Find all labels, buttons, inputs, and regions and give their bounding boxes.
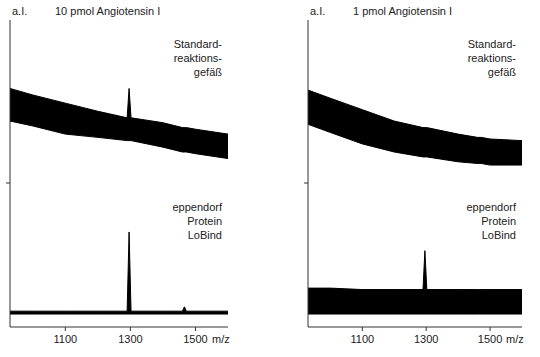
y-axis-label: a.I. [310, 5, 325, 17]
spectrum-panel: 1100 1300 1500 m/z eppendorf Protein LoBind [10, 183, 230, 345]
x-axis-label: m/z [506, 333, 524, 345]
panel-header: 10 pmol Angiotensin I [55, 5, 160, 17]
x-tick [195, 327, 196, 331]
x-tick-label: 1500 [183, 333, 207, 345]
plot-area [308, 251, 522, 314]
y-axis [10, 20, 11, 183]
panel-label: Protein [187, 215, 222, 227]
panel-label: gefäß [488, 66, 516, 78]
axis-separator [304, 183, 308, 184]
panel-label: reaktions- [174, 52, 223, 64]
spectrum-lower [308, 124, 522, 165]
spectrum-lower [10, 121, 228, 158]
spectrum-lower [308, 314, 522, 315]
figure: a.I. 10 pmol Angiotensin I Standard-reakti… [0, 0, 540, 357]
x-tick [490, 327, 491, 331]
panel-label: Protein [481, 215, 516, 227]
x-tick-label: 1500 [478, 333, 502, 345]
x-tick-label: 1100 [53, 333, 77, 345]
x-axis-label: m/z [212, 333, 230, 345]
x-tick [65, 327, 66, 331]
plot-area [10, 88, 228, 158]
noise-band [308, 251, 522, 314]
noise-band [10, 88, 228, 158]
spectrum-panel: 1100 1300 1500 m/z eppendorf Protein LoBind [308, 183, 524, 345]
noise-band [10, 232, 228, 314]
spectrum-panel: a.I. 1 pmol Angiotensin I Standard-reaktio… [304, 5, 522, 183]
panel-label: gefäß [194, 66, 222, 78]
plot-area [10, 232, 228, 314]
panel-label: LoBind [482, 229, 516, 241]
panel-header: 1 pmol Angiotensin I [353, 5, 452, 17]
panel-label: LoBind [188, 229, 222, 241]
x-tick [362, 327, 363, 331]
panel-label: reaktions- [468, 52, 517, 64]
axis-separator [6, 183, 10, 184]
y-axis [10, 183, 11, 327]
x-tick-label: 1300 [414, 333, 438, 345]
x-tick-label: 1300 [118, 333, 142, 345]
x-tick [130, 327, 131, 331]
noise-band [308, 90, 522, 165]
panel-label: eppendorf [172, 201, 222, 213]
spectrum-upper [10, 232, 228, 311]
spectrum-panel: a.I. 10 pmol Angiotensin I Standard-reakti… [6, 5, 228, 183]
panel-label: eppendorf [466, 201, 516, 213]
spectrum-upper [308, 251, 522, 290]
spectrum-upper [308, 90, 522, 141]
y-axis [308, 183, 309, 327]
y-axis-label: a.I. [12, 5, 27, 17]
spectrum-lower [10, 314, 228, 315]
x-tick [426, 327, 427, 331]
spectrum-upper [10, 88, 228, 134]
plot-area [308, 90, 522, 165]
x-tick-label: 1100 [350, 333, 374, 345]
panel-label: Standard- [468, 38, 517, 50]
panel-label: Standard- [174, 38, 223, 50]
y-axis [308, 20, 309, 183]
